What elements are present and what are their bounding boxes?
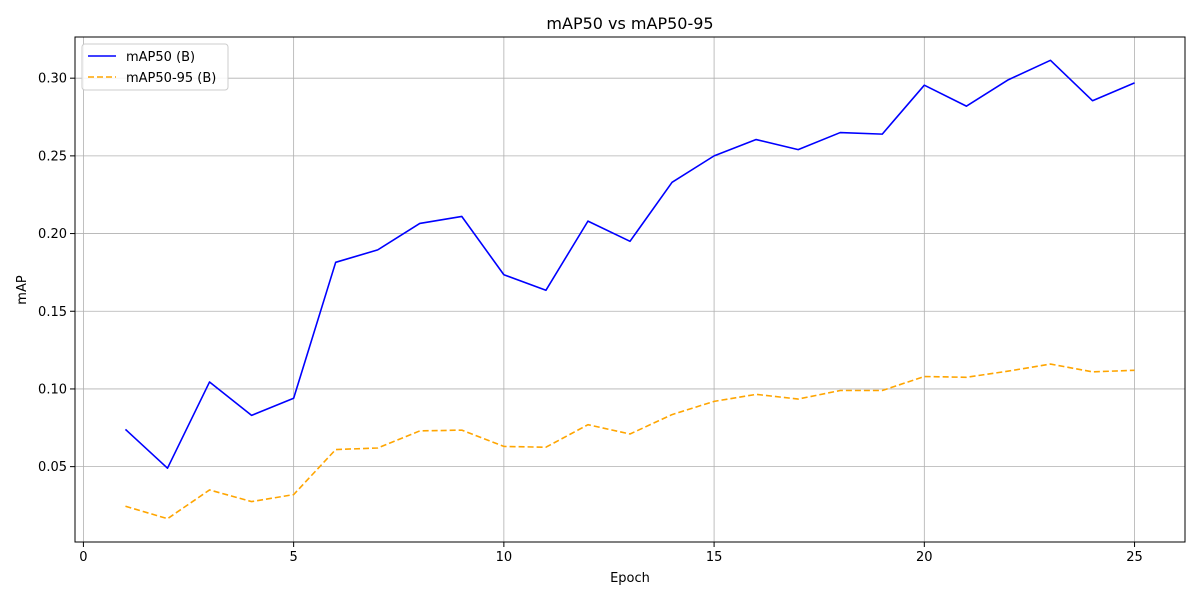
y-tick-label: 0.10 (38, 382, 67, 397)
x-tick-label: 0 (79, 550, 87, 565)
x-tick-label: 20 (916, 550, 933, 565)
y-tick-label: 0.15 (38, 305, 67, 320)
series-line-map50 (124, 59, 1135, 469)
legend-box (81, 43, 229, 91)
axis-ticks: 0 5 10 15 20 25 0.05 0.10 0.15 0.20 0.25 0.30 (38, 72, 1143, 565)
y-tick-label: 0.05 (38, 460, 67, 475)
series-lines (124, 59, 1135, 520)
grid-lines (75, 37, 1185, 542)
x-tick-label: 10 (496, 550, 513, 565)
y-tick-label: 0.30 (38, 72, 67, 87)
x-tick-label: 25 (1126, 550, 1143, 565)
x-tick-label: 5 (289, 550, 297, 565)
y-tick-label: 0.25 (38, 149, 67, 164)
y-axis-label: mAP (15, 275, 30, 305)
y-tick-label: 0.20 (38, 227, 67, 242)
series-line-map50-95 (125, 363, 1135, 520)
legend-label-map50-95: mAP50-95 (B) (126, 71, 216, 86)
x-axis-label: Epoch (610, 571, 650, 586)
x-tick-label: 15 (706, 550, 723, 565)
legend-label-map50: mAP50 (B) (126, 50, 195, 65)
legend: mAP50 (B) mAP50-95 (B) (81, 43, 229, 91)
plot-frame (74, 36, 1186, 543)
chart-title: mAP50 vs mAP50-95 (546, 14, 713, 33)
